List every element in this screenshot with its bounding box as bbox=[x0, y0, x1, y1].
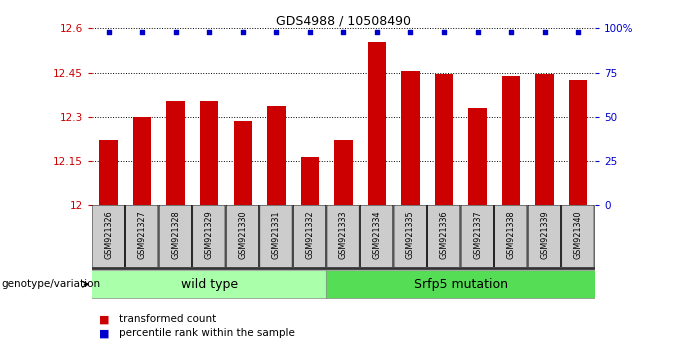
Text: GSM921332: GSM921332 bbox=[305, 210, 314, 259]
Point bbox=[237, 29, 248, 34]
Text: percentile rank within the sample: percentile rank within the sample bbox=[119, 329, 295, 338]
Bar bbox=[99, 141, 118, 205]
Text: ■: ■ bbox=[99, 314, 109, 324]
Point bbox=[103, 29, 114, 34]
Text: GSM921326: GSM921326 bbox=[104, 210, 113, 259]
Point bbox=[137, 29, 148, 34]
Text: GSM921333: GSM921333 bbox=[339, 210, 348, 259]
FancyBboxPatch shape bbox=[360, 205, 393, 268]
Point bbox=[405, 29, 416, 34]
Text: GSM921328: GSM921328 bbox=[171, 210, 180, 259]
Text: wild type: wild type bbox=[181, 278, 238, 291]
Text: ■: ■ bbox=[99, 329, 109, 338]
Text: Srfp5 mutation: Srfp5 mutation bbox=[414, 278, 508, 291]
Point bbox=[204, 29, 215, 34]
Bar bbox=[334, 141, 353, 205]
Text: GSM921335: GSM921335 bbox=[406, 210, 415, 259]
Bar bbox=[535, 74, 554, 205]
Text: GSM921338: GSM921338 bbox=[507, 210, 515, 259]
FancyBboxPatch shape bbox=[92, 271, 327, 298]
Point bbox=[506, 29, 517, 34]
Text: GSM921331: GSM921331 bbox=[272, 210, 281, 259]
FancyBboxPatch shape bbox=[562, 205, 594, 268]
Text: GSM921330: GSM921330 bbox=[238, 210, 248, 259]
FancyBboxPatch shape bbox=[428, 205, 460, 268]
Bar bbox=[133, 117, 152, 205]
FancyBboxPatch shape bbox=[226, 205, 258, 268]
Point bbox=[271, 29, 282, 34]
Text: GSM921329: GSM921329 bbox=[205, 210, 214, 259]
Text: GSM921334: GSM921334 bbox=[373, 210, 381, 259]
Bar bbox=[301, 157, 319, 205]
Point bbox=[573, 29, 583, 34]
Point bbox=[472, 29, 483, 34]
Point bbox=[338, 29, 349, 34]
FancyBboxPatch shape bbox=[494, 205, 527, 268]
Bar bbox=[469, 108, 487, 205]
FancyBboxPatch shape bbox=[92, 205, 124, 268]
Point bbox=[439, 29, 449, 34]
Text: GSM921327: GSM921327 bbox=[137, 210, 147, 259]
Point bbox=[170, 29, 181, 34]
FancyBboxPatch shape bbox=[293, 205, 326, 268]
FancyBboxPatch shape bbox=[327, 205, 359, 268]
Bar bbox=[267, 107, 286, 205]
Text: transformed count: transformed count bbox=[119, 314, 216, 324]
FancyBboxPatch shape bbox=[461, 205, 494, 268]
FancyBboxPatch shape bbox=[192, 205, 225, 268]
Bar bbox=[569, 80, 588, 205]
Text: GSM921339: GSM921339 bbox=[540, 210, 549, 259]
Text: genotype/variation: genotype/variation bbox=[1, 279, 101, 289]
FancyBboxPatch shape bbox=[159, 205, 192, 268]
Point bbox=[305, 29, 316, 34]
Bar bbox=[200, 101, 218, 205]
Text: GSM921337: GSM921337 bbox=[473, 210, 482, 259]
Bar bbox=[401, 71, 420, 205]
FancyBboxPatch shape bbox=[394, 205, 426, 268]
FancyBboxPatch shape bbox=[126, 205, 158, 268]
Point bbox=[539, 29, 550, 34]
Bar bbox=[435, 74, 454, 205]
FancyBboxPatch shape bbox=[528, 205, 560, 268]
Bar bbox=[167, 101, 185, 205]
Bar bbox=[502, 75, 520, 205]
Text: GSM921340: GSM921340 bbox=[574, 210, 583, 259]
Title: GDS4988 / 10508490: GDS4988 / 10508490 bbox=[276, 14, 411, 27]
FancyBboxPatch shape bbox=[260, 205, 292, 268]
FancyBboxPatch shape bbox=[326, 271, 595, 298]
Point bbox=[371, 29, 382, 34]
Bar bbox=[368, 42, 386, 205]
Bar bbox=[233, 121, 252, 205]
Text: GSM921336: GSM921336 bbox=[439, 210, 449, 259]
